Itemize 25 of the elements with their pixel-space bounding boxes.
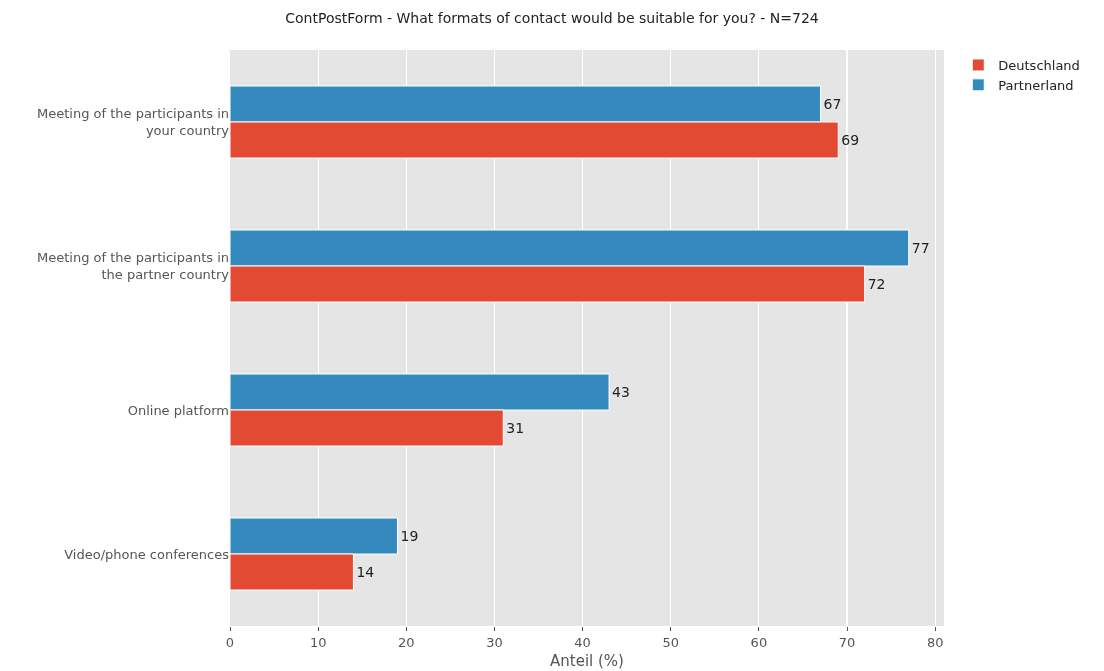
y-tick-label: Video/phone conferences [64,546,230,562]
data-label: 19 [400,528,419,544]
data-label: 67 [823,96,842,112]
x-tick-label: 20 [398,634,415,650]
y-tick-label: Meeting of the participants in your country [36,106,230,138]
x-axis-title: Anteil (%) [550,651,624,670]
chart-title: ContPostForm - What formats of contact would be suitable for you? - N=724 [285,10,819,27]
y-tick-label: Online platform [127,402,229,418]
data-label: 69 [841,132,860,148]
x-tick-label: 60 [750,634,768,650]
data-label: 77 [911,240,930,256]
data-label: 72 [867,276,886,292]
x-tick-label: 80 [926,634,944,650]
legend-label: Deutschland [998,58,1080,74]
x-tick-label: 70 [838,634,856,650]
y-tick-label: Meeting of the participants in the partner country [36,250,230,282]
data-label: 43 [612,384,630,400]
x-tick-label: 10 [309,634,327,650]
x-tick-label: 0 [225,634,235,650]
x-tick-label: 50 [662,634,680,650]
legend-label: Partnerland [998,77,1074,93]
data-label: 14 [356,564,375,580]
x-tick-label: 30 [486,634,503,650]
data-label: 31 [506,420,525,436]
x-tick-label: 40 [574,634,591,650]
